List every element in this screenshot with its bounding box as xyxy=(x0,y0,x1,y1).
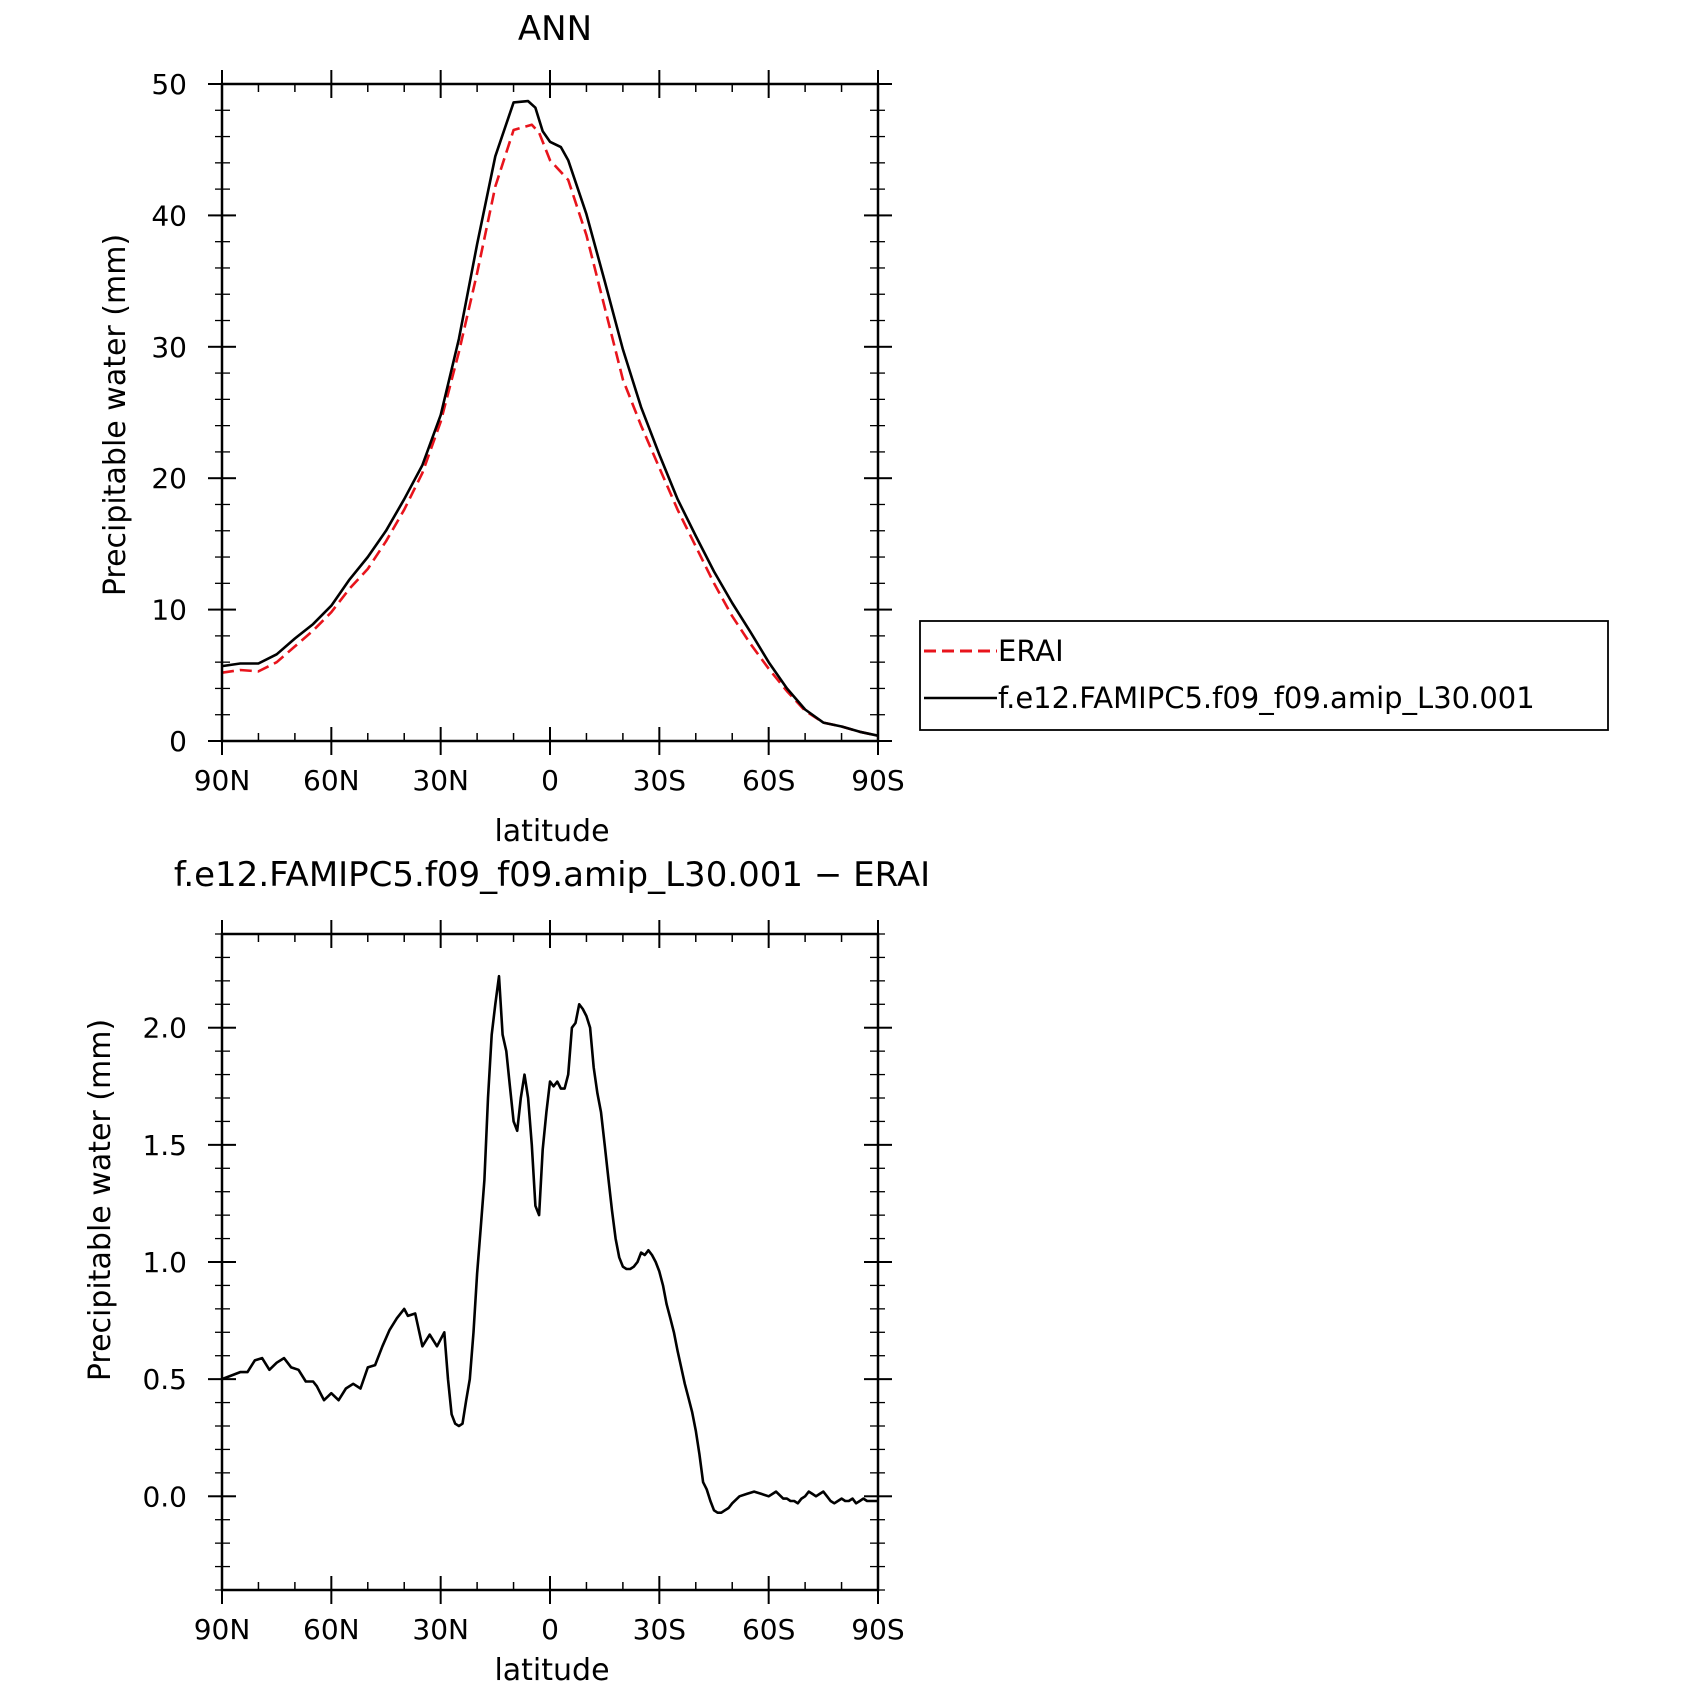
bottom-panel-xtick-label: 30S xyxy=(633,1613,686,1646)
bottom-panel-tick-labels: 90N 60N 30N 0 30S 60S 90S 0.0 0.5 1.0 1.5 2.0 xyxy=(142,1012,904,1646)
bottom-panel-ticks xyxy=(208,920,892,1604)
bottom-panel-frame xyxy=(220,932,880,1592)
bottom-panel-ytick-label: 1.5 xyxy=(142,1129,187,1162)
top-panel-ticks xyxy=(208,70,892,755)
top-panel-ytick-label: 10 xyxy=(151,594,187,627)
top-panel-xtick-label: 90N xyxy=(194,764,251,797)
top-panel-frame xyxy=(220,82,880,743)
legend-box xyxy=(919,620,1609,731)
legend-label-erai: ERAI xyxy=(998,634,1064,668)
legend-label-model: f.e12.FAMIPC5.f09_f09.amip_L30.001 xyxy=(998,681,1535,715)
bottom-panel: f.e12.FAMIPC5.f09_f09.amip_L30.001 − ERA… xyxy=(83,855,930,1686)
bottom-panel-title: f.e12.FAMIPC5.f09_f09.amip_L30.001 − ERA… xyxy=(174,855,930,895)
top-panel-tick-labels: 90N 60N 30N 0 30S 60S 90S 0 10 20 30 40 50 xyxy=(151,68,904,797)
top-panel-xtick-label: 60N xyxy=(303,764,360,797)
top-panel-ytick-label: 30 xyxy=(151,331,187,364)
bottom-panel-series-line-model xyxy=(221,974,878,1514)
bottom-panel-xtick-label: 30N xyxy=(412,1613,469,1646)
bottom-panel-ytick-label: 2.0 xyxy=(142,1012,187,1045)
top-panel: ANN Precipitable water (mm) latitude 90N… xyxy=(98,9,1609,849)
bottom-panel-xtick-label: 90S xyxy=(851,1613,904,1646)
bottom-panel-xtick-label: 60S xyxy=(742,1613,795,1646)
legend: ERAI f.e12.FAMIPC5.f09_f09.amip_L30.001 xyxy=(919,620,1609,731)
bottom-panel-xlabel: latitude xyxy=(494,1653,609,1686)
top-panel-title: ANN xyxy=(518,9,592,49)
top-panel-ytick-label: 40 xyxy=(151,199,187,232)
top-panel-xtick-label: 30S xyxy=(633,764,686,797)
top-panel-xtick-label: 90S xyxy=(851,764,904,797)
top-panel-series-line-model xyxy=(221,99,879,737)
top-panel-xtick-label: 0 xyxy=(541,764,559,797)
bottom-panel-ytick-label: 1.0 xyxy=(142,1246,187,1279)
top-panel-ytick-label: 50 xyxy=(151,68,187,101)
bottom-panel-series xyxy=(221,974,878,1514)
top-panel-series xyxy=(221,99,879,737)
top-panel-xtick-label: 30N xyxy=(412,764,469,797)
top-panel-series-line-erai xyxy=(221,123,879,737)
top-panel-xlabel: latitude xyxy=(494,814,609,849)
top-panel-xtick-label: 60S xyxy=(742,764,795,797)
top-panel-ytick-label: 20 xyxy=(151,462,187,495)
bottom-panel-ytick-label: 0.5 xyxy=(142,1363,187,1396)
bottom-panel-xtick-label: 0 xyxy=(541,1613,559,1646)
top-panel-ytick-label: 0 xyxy=(169,725,187,758)
bottom-panel-xtick-label: 60N xyxy=(303,1613,360,1646)
bottom-panel-xtick-label: 90N xyxy=(194,1613,251,1646)
top-panel-ylabel: Precipitable water (mm) xyxy=(98,234,133,596)
bottom-panel-ylabel: Precipitable water (mm) xyxy=(83,1019,118,1381)
bottom-panel-ytick-label: 0.0 xyxy=(142,1480,187,1513)
